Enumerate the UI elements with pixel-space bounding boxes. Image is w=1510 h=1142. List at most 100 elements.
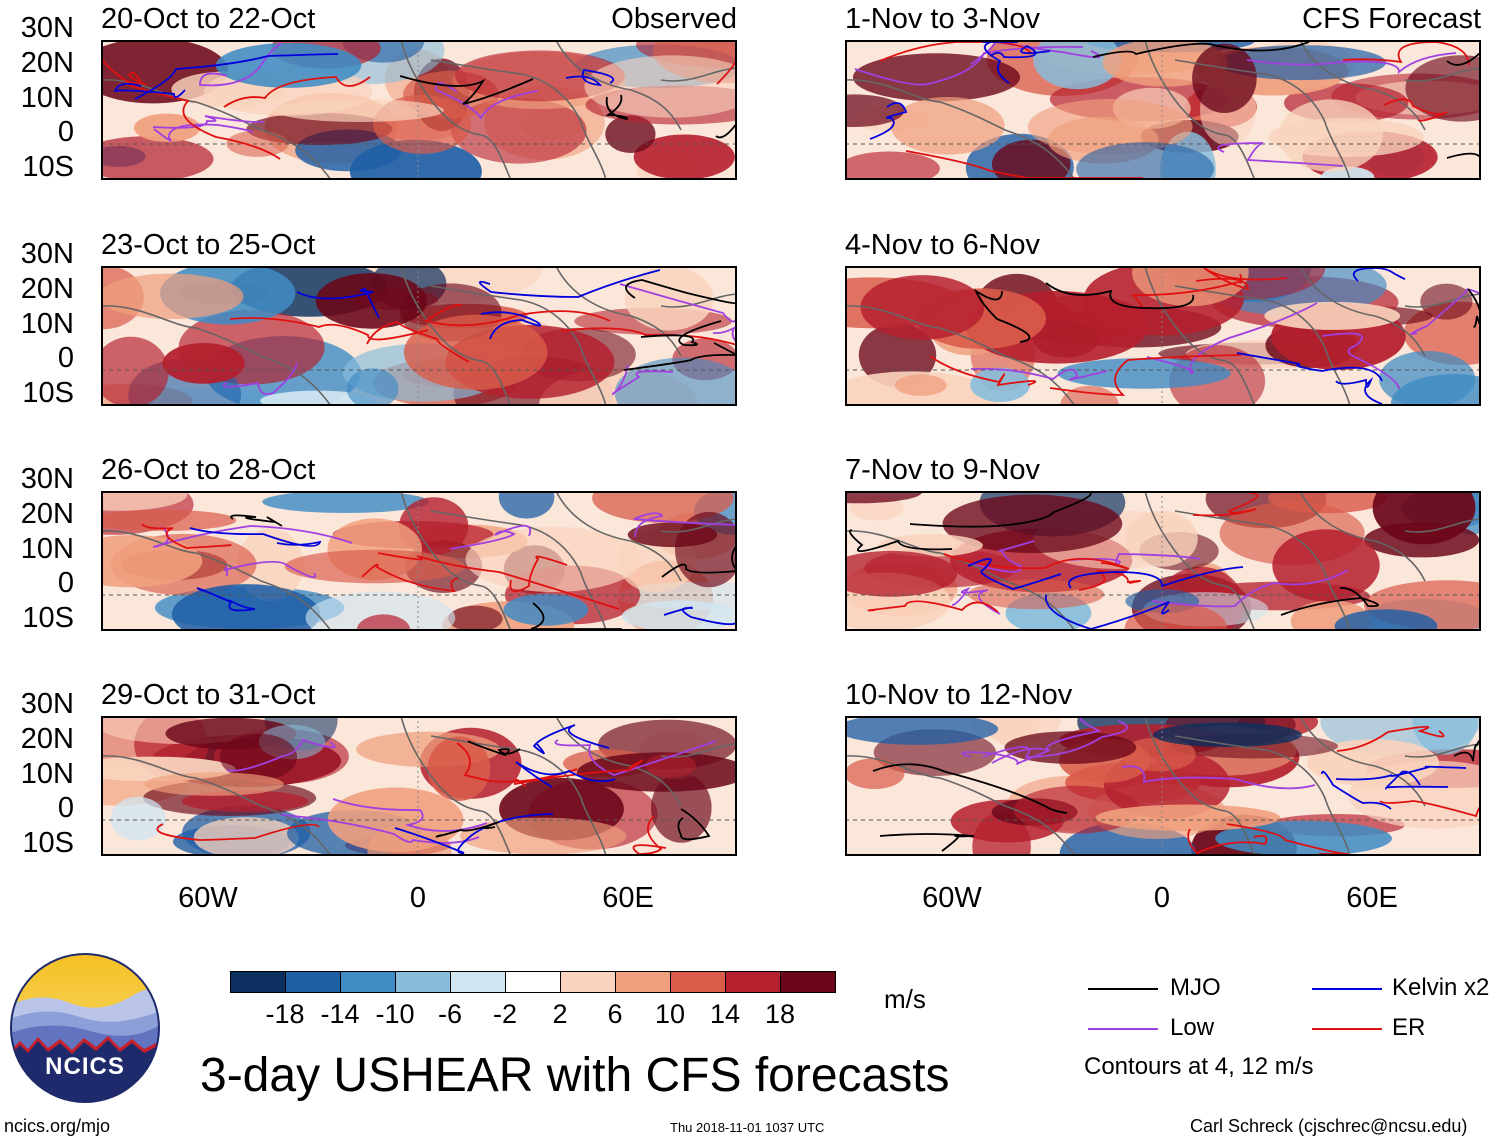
contour-line xyxy=(134,53,339,100)
contour-line xyxy=(222,362,298,396)
lon-label: 60E xyxy=(602,882,654,914)
shear-shading xyxy=(845,151,940,180)
contour-line xyxy=(1192,492,1259,517)
contour-line xyxy=(1045,282,1195,310)
lat-label: 30N xyxy=(20,12,74,44)
contour-line xyxy=(974,288,1031,343)
lat-label: 10N xyxy=(20,82,74,114)
legend-line-low xyxy=(1088,1028,1158,1030)
contour-line xyxy=(640,320,722,347)
contour-line xyxy=(1385,770,1449,791)
contour-line xyxy=(991,717,1102,764)
contour-line xyxy=(101,55,148,86)
contour-line xyxy=(989,44,1051,59)
contour-line xyxy=(1336,725,1445,752)
contour-line xyxy=(1078,570,1142,591)
colorbar-swatch xyxy=(725,971,781,993)
contour-line xyxy=(434,82,539,120)
contour-line xyxy=(909,492,1092,528)
panel-tag: Observed xyxy=(611,3,737,35)
colorbar-tick-label: -10 xyxy=(375,999,415,1029)
shear-shading xyxy=(498,491,555,519)
contour-line xyxy=(124,82,281,160)
contour-line xyxy=(611,364,674,395)
shear-shading xyxy=(1121,737,1196,772)
shear-shading xyxy=(584,55,737,118)
shear-shading xyxy=(226,130,289,157)
contour-line xyxy=(1321,770,1392,810)
contour-line xyxy=(196,587,256,612)
map-field xyxy=(101,716,737,856)
shear-shading xyxy=(1125,510,1198,567)
contour-line xyxy=(1236,352,1383,382)
shear-shading xyxy=(162,343,245,384)
panel-frame xyxy=(845,40,1481,180)
footer-link[interactable]: ncics.org/mjo xyxy=(4,1116,111,1136)
shear-shading xyxy=(459,817,627,855)
contour-line xyxy=(280,814,480,844)
contour-line xyxy=(625,279,737,305)
contour-line xyxy=(189,527,322,547)
map-field xyxy=(845,266,1481,406)
contour-line xyxy=(982,720,1128,758)
map-field xyxy=(101,40,737,180)
contour-line xyxy=(478,269,661,298)
lat-label: 20N xyxy=(20,47,74,79)
shear-shading xyxy=(356,614,411,631)
shear-shading xyxy=(262,491,429,513)
shear-shading xyxy=(193,817,300,856)
contour-line xyxy=(1335,765,1467,781)
map-panel xyxy=(101,40,737,180)
lon-label: 60W xyxy=(178,882,238,914)
colorbar-swatch xyxy=(340,971,396,993)
panel-frame xyxy=(101,40,737,180)
map-panel xyxy=(101,716,737,856)
contour-line xyxy=(712,310,737,344)
coastline xyxy=(101,40,737,180)
lon-label: 60W xyxy=(922,882,982,914)
contour-line xyxy=(869,102,908,140)
contour-line xyxy=(199,42,282,87)
contour-line xyxy=(633,512,737,538)
contour-line xyxy=(1352,267,1406,282)
contour-line xyxy=(223,76,371,108)
colorbar-tick-label: -2 xyxy=(492,999,517,1029)
shear-shading xyxy=(503,593,589,626)
panel-title: 23-Oct to 25-Oct xyxy=(101,229,316,261)
shear-shading xyxy=(274,99,444,122)
panel-frame xyxy=(845,266,1481,406)
colorbar-swatch xyxy=(560,971,616,993)
map-panel xyxy=(845,716,1481,856)
map-panel xyxy=(101,491,737,631)
contour-line xyxy=(1121,765,1316,790)
legend-label-low: Low xyxy=(1170,1014,1215,1041)
contour-line xyxy=(480,311,542,340)
contour-line xyxy=(509,555,568,593)
contour-line xyxy=(1092,41,1310,58)
contour-line xyxy=(619,283,737,323)
contour-line xyxy=(435,821,500,838)
lat-label: 10N xyxy=(20,758,74,790)
colorbar-swatch xyxy=(505,971,561,993)
shear-shading xyxy=(605,115,656,153)
contour-line xyxy=(449,524,532,550)
map-panel xyxy=(845,491,1481,631)
contour-line xyxy=(1045,594,1170,630)
panel-frame xyxy=(845,716,1481,856)
shear-shading xyxy=(1412,716,1478,755)
contour-line xyxy=(1342,41,1470,66)
contour-line xyxy=(361,563,459,593)
legend-line-kelvin xyxy=(1312,988,1382,990)
legend-label-er: ER xyxy=(1392,1014,1426,1041)
shear-shading xyxy=(260,390,376,406)
panel-title: 7-Nov to 9-Nov xyxy=(845,454,1041,486)
legend-line-er xyxy=(1312,1028,1382,1030)
colorbar-tick-label: 18 xyxy=(764,999,796,1029)
contour-line xyxy=(230,514,283,527)
legend-label-mjo: MJO xyxy=(1170,974,1221,1001)
colorbar-tick-label: 6 xyxy=(607,999,623,1029)
contour-line xyxy=(1246,52,1457,75)
shear-shading xyxy=(852,53,1021,102)
shear-shading xyxy=(1152,722,1302,747)
lon-label: 0 xyxy=(409,882,427,914)
